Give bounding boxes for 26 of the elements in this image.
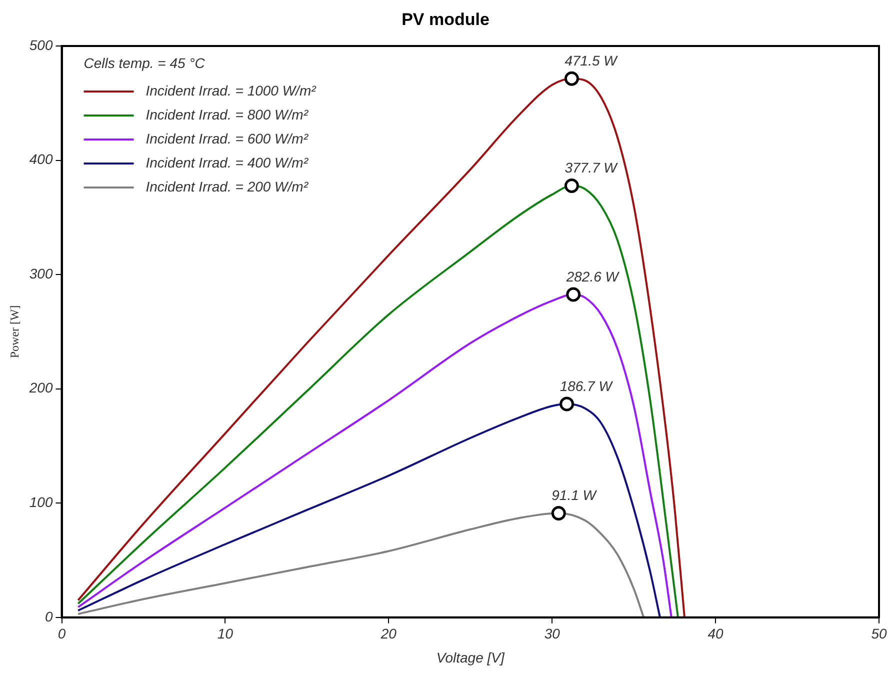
annotation: 377.7 W xyxy=(564,160,619,176)
y-tick-label: 500 xyxy=(29,36,53,53)
legend-label: Incident Irrad. = 1000 W/m² xyxy=(146,82,318,98)
x-tick-label: 40 xyxy=(708,626,724,642)
y-tick-label: 100 xyxy=(29,494,53,510)
legend-label: Incident Irrad. = 800 W/m² xyxy=(146,106,310,122)
y-axis-title: Power [W] xyxy=(7,305,22,358)
annotation: 91.1 W xyxy=(552,487,598,504)
y-tick-label: 200 xyxy=(28,380,53,396)
x-tick-label: 10 xyxy=(217,626,234,642)
x-tick-label: 30 xyxy=(544,626,560,642)
legend-label: Incident Irrad. = 400 W/m² xyxy=(146,154,310,170)
x-tick-label: 50 xyxy=(871,626,887,642)
annotation: 282.6 W xyxy=(565,268,620,284)
legend-label: Incident Irrad. = 200 W/m² xyxy=(146,178,310,194)
x-tick-label: 20 xyxy=(380,626,397,642)
y-tick-label: 0 xyxy=(44,608,53,624)
y-tick-label: 300 xyxy=(29,265,53,282)
annotation: 471.5 W xyxy=(564,52,619,68)
x-axis-title: Voltage [V] xyxy=(436,649,506,666)
y-tick-label: 400 xyxy=(29,151,53,168)
chart-title: PV module xyxy=(400,10,490,31)
legend-title: Cells temp. = 45 °C xyxy=(84,54,206,71)
annotation: 186.7 W xyxy=(560,378,614,394)
legend-label: Incident Irrad. = 600 W/m² xyxy=(146,130,310,146)
x-tick-label: 0 xyxy=(58,626,66,642)
